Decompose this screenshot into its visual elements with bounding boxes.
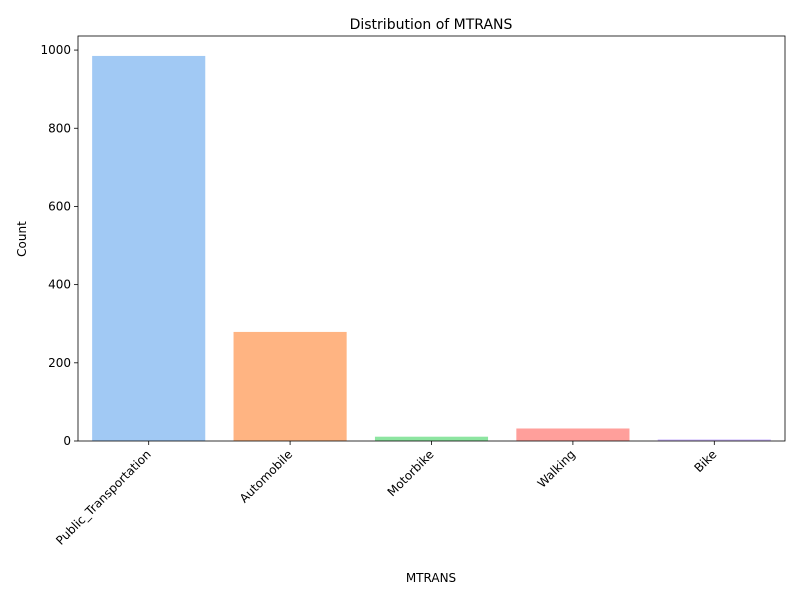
bar-automobile xyxy=(233,331,347,441)
bar-bike xyxy=(657,439,771,441)
y-tick-label: 0 xyxy=(63,434,71,448)
y-axis-title: Count xyxy=(15,221,29,257)
y-tick-label: 800 xyxy=(48,121,71,135)
bar-motorbike xyxy=(374,436,489,441)
y-tick-label: 200 xyxy=(48,356,71,370)
bar-walking xyxy=(516,428,630,441)
y-tick-label: 600 xyxy=(48,199,71,213)
chart-title: Distribution of MTRANS xyxy=(350,17,513,33)
x-axis-title: MTRANS xyxy=(406,571,456,585)
y-tick-label: 1000 xyxy=(40,43,71,57)
bar-public-transportation xyxy=(92,55,206,442)
axes-frame xyxy=(77,35,786,442)
plot-area xyxy=(92,55,771,442)
y-tick-label: 400 xyxy=(48,278,71,292)
